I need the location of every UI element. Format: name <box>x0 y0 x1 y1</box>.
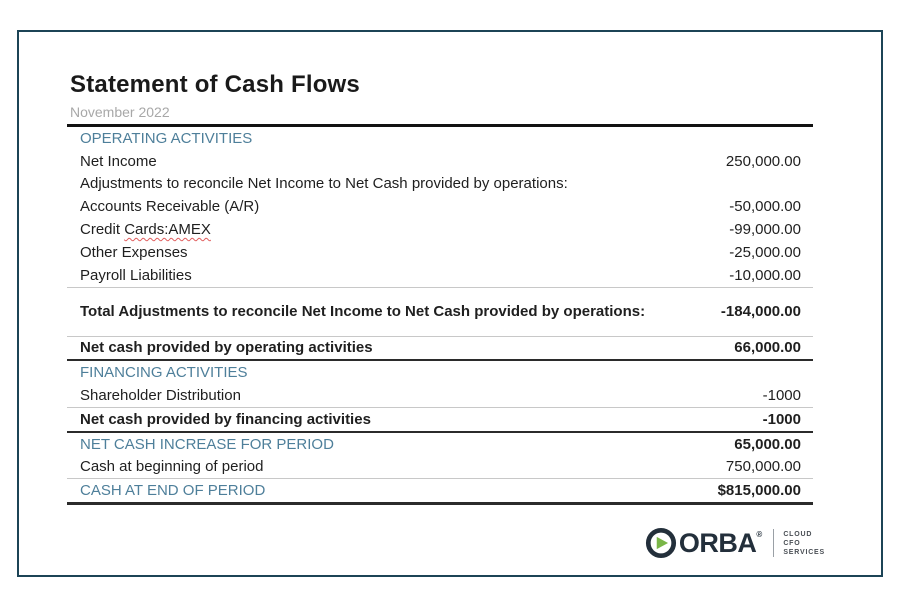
row-label: NET CASH INCREASE FOR PERIOD <box>80 435 334 453</box>
table-row: NET CASH INCREASE FOR PERIOD 65,000.00 <box>67 433 813 456</box>
logo-divider <box>773 529 775 557</box>
registered-mark: ® <box>756 530 763 539</box>
row-label: Payroll Liabilities <box>80 266 192 284</box>
table-row: Total Adjustments to reconcile Net Incom… <box>67 288 813 337</box>
table-row: Credit Cards:AMEX -99,000.00 <box>67 218 813 241</box>
table-row: Net cash provided by financing activitie… <box>67 408 813 433</box>
cash-flow-statement: Statement of Cash Flows November 2022 OP… <box>67 70 813 506</box>
row-value: 250,000.00 <box>725 152 801 170</box>
table-row: Net cash provided by operating activitie… <box>67 337 813 362</box>
row-value: -1000 <box>762 410 801 428</box>
orba-logo-text: ORBA ® <box>679 528 762 558</box>
row-value: -184,000.00 <box>720 303 801 321</box>
table-row: CASH AT END OF PERIOD $815,000.00 <box>67 479 813 506</box>
brand-name: ORBA <box>678 528 757 558</box>
row-value: 65,000.00 <box>734 435 801 453</box>
header-rule <box>67 124 813 127</box>
orba-logo: ORBA ® CLOUD CFO SERVICES <box>645 527 825 559</box>
row-value: $815,000.00 <box>717 482 801 500</box>
row-label: Other Expenses <box>80 243 188 261</box>
table-row: Net Income 250,000.00 <box>67 150 813 173</box>
row-label: Total Adjustments to reconcile Net Incom… <box>80 303 646 321</box>
row-label: Net Income <box>80 152 157 170</box>
row-label: Net cash provided by operating activitie… <box>80 339 373 357</box>
page-title: Statement of Cash Flows <box>70 71 360 98</box>
row-label: Adjustments to reconcile Net Income to N… <box>80 175 568 193</box>
table-row: FINANCING ACTIVITIES <box>67 361 813 384</box>
table-row: OPERATING ACTIVITIES <box>67 127 813 150</box>
row-value: -1000 <box>762 387 801 405</box>
row-value: 750,000.00 <box>725 458 801 476</box>
period-subtitle: November 2022 <box>70 104 170 120</box>
row-value: 66,000.00 <box>734 339 801 357</box>
row-label: FINANCING ACTIVITIES <box>80 364 248 382</box>
row-label: CASH AT END OF PERIOD <box>80 482 266 500</box>
table-row: Accounts Receivable (A/R) -50,000.00 <box>67 195 813 218</box>
cashflow-table: OPERATING ACTIVITIES Net Income 250,000.00… <box>67 127 813 506</box>
row-label: Accounts Receivable (A/R) <box>80 198 260 216</box>
row-value: -25,000.00 <box>729 243 801 261</box>
table-row: Other Expenses -25,000.00 <box>67 241 813 264</box>
row-label: Shareholder Distribution <box>80 387 241 405</box>
row-label: Credit Cards:AMEX <box>80 221 211 239</box>
document-frame: Statement of Cash Flows November 2022 OP… <box>17 30 883 577</box>
table-row: Shareholder Distribution -1000 <box>67 384 813 408</box>
table-row: Adjustments to reconcile Net Income to N… <box>67 173 813 196</box>
row-label: OPERATING ACTIVITIES <box>80 129 253 147</box>
spellcheck-underlined-text: Cards:AMEX <box>124 221 211 239</box>
row-label: Net cash provided by financing activitie… <box>80 410 371 428</box>
row-label: Cash at beginning of period <box>80 458 264 476</box>
orba-logo-o-icon <box>645 527 676 559</box>
row-value: -99,000.00 <box>729 221 801 239</box>
row-value: -50,000.00 <box>729 198 801 216</box>
table-row: Payroll Liabilities -10,000.00 <box>67 264 813 288</box>
table-row: Cash at beginning of period 750,000.00 <box>67 456 813 480</box>
row-value: -10,000.00 <box>729 266 801 284</box>
logo-tagline: CLOUD CFO SERVICES <box>783 530 825 556</box>
